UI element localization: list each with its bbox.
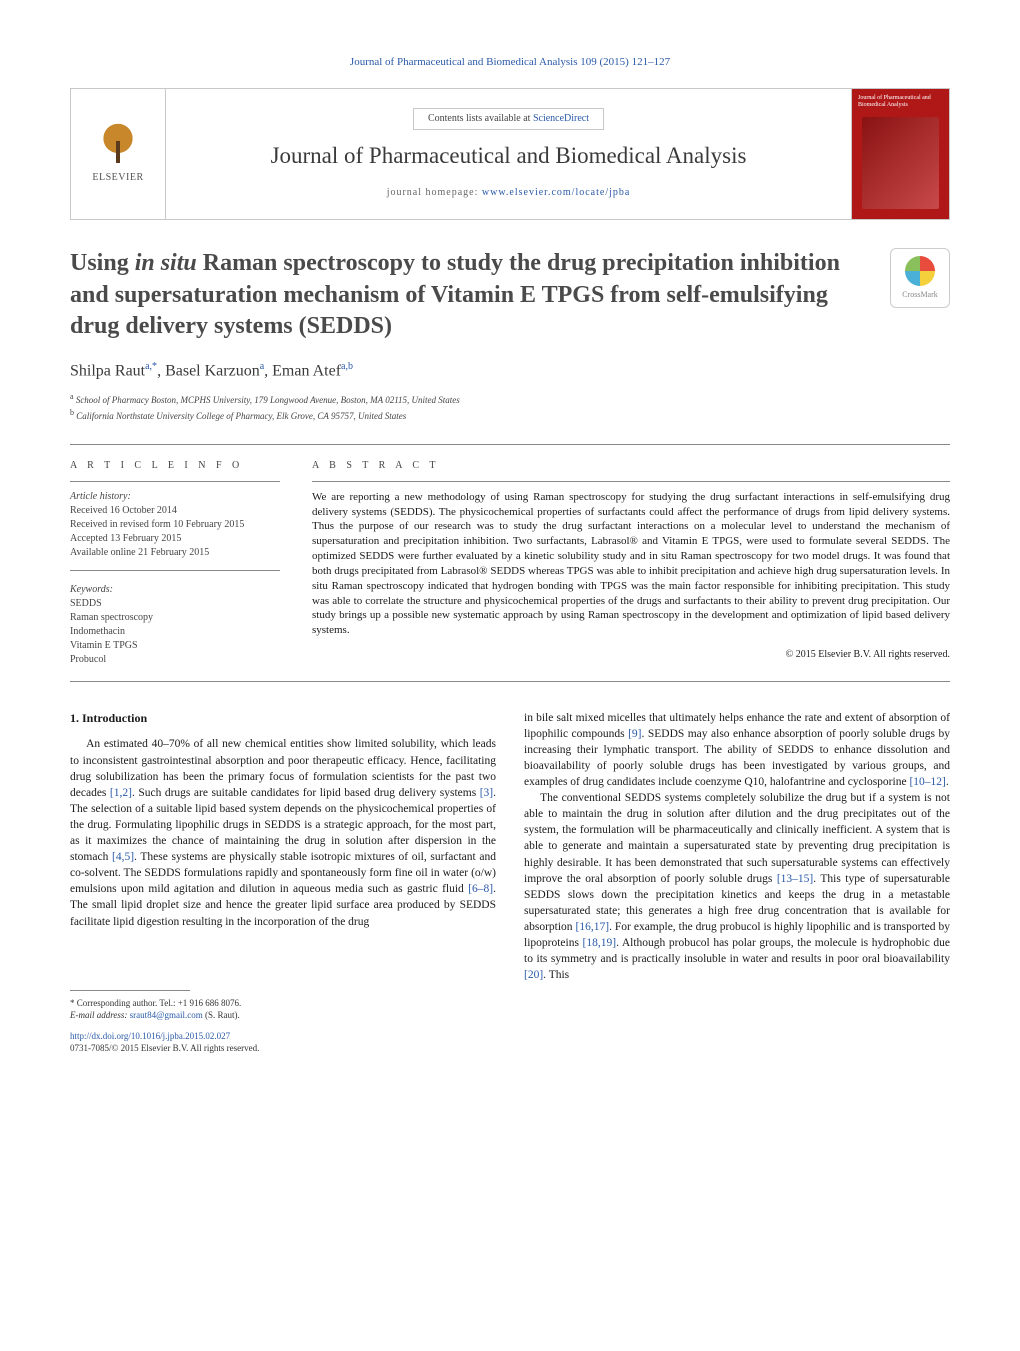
- intro-para-1: An estimated 40–70% of all new chemical …: [70, 736, 496, 929]
- contents-available-line: Contents lists available at ScienceDirec…: [413, 108, 604, 130]
- journal-header: ELSEVIER Contents lists available at Sci…: [70, 88, 950, 220]
- sciencedirect-link[interactable]: ScienceDirect: [533, 113, 589, 124]
- intro-para-2: The conventional SEDDS systems completel…: [524, 790, 950, 983]
- citation-link[interactable]: [10–12]: [909, 776, 945, 788]
- author-3-sup: a,b: [341, 361, 353, 372]
- history-list: Received 16 October 2014 Received in rev…: [70, 504, 280, 560]
- aff-a-text: School of Pharmacy Boston, MCPHS Univers…: [76, 395, 460, 405]
- affiliations: a School of Pharmacy Boston, MCPHS Unive…: [70, 391, 950, 424]
- citation-link[interactable]: [4,5]: [112, 851, 134, 863]
- author-2-sup: a: [260, 361, 264, 372]
- citation-link[interactable]: [20]: [524, 969, 543, 981]
- keyword: Indomethacin: [70, 625, 280, 639]
- elsevier-tree-icon: [96, 123, 140, 167]
- footnote-rule: [70, 990, 190, 991]
- header-center: Contents lists available at ScienceDirec…: [166, 89, 851, 219]
- article-title: Using in situ Raman spectroscopy to stud…: [70, 248, 870, 342]
- contents-prefix: Contents lists available at: [428, 113, 533, 124]
- keyword: SEDDS: [70, 597, 280, 611]
- affiliation-b: b California Northstate University Colle…: [70, 407, 950, 424]
- intro-para-1-continued: in bile salt mixed micelles that ultimat…: [524, 710, 950, 790]
- doi-link[interactable]: http://dx.doi.org/10.1016/j.jpba.2015.02…: [70, 1031, 230, 1041]
- history-item: Available online 21 February 2015: [70, 546, 280, 560]
- journal-cover-image: [862, 117, 939, 210]
- email-note: E-mail address: sraut84@gmail.com (S. Ra…: [70, 1009, 496, 1022]
- text-run: The conventional SEDDS systems completel…: [524, 792, 950, 884]
- text-run: .: [946, 776, 949, 788]
- email-link[interactable]: sraut84@gmail.com: [130, 1010, 203, 1020]
- body-two-column: 1. Introduction An estimated 40–70% of a…: [70, 710, 950, 1055]
- author-1-sup: a,*: [145, 361, 157, 372]
- corresponding-author-note: * Corresponding author. Tel.: +1 916 686…: [70, 997, 496, 1010]
- abstract-copyright: © 2015 Elsevier B.V. All rights reserved…: [312, 648, 950, 662]
- full-separator: [70, 681, 950, 682]
- publisher-name: ELSEVIER: [92, 171, 143, 185]
- citation-link[interactable]: [3]: [480, 787, 493, 799]
- journal-cover-label: Journal of Pharmaceutical and Biomedical…: [858, 95, 943, 108]
- affiliation-a: a School of Pharmacy Boston, MCPHS Unive…: [70, 391, 950, 408]
- abstract-heading: a b s t r a c t: [312, 459, 950, 473]
- author-list: Shilpa Rauta,*, Basel Karzuona, Eman Ate…: [70, 360, 950, 383]
- abstract-rule: [312, 481, 950, 482]
- homepage-prefix: journal homepage:: [387, 187, 482, 198]
- citation-link[interactable]: [6–8]: [468, 883, 493, 895]
- journal-cover-thumb: Journal of Pharmaceutical and Biomedical…: [851, 89, 949, 219]
- separator-rule: [70, 444, 950, 445]
- keywords-list: SEDDS Raman spectroscopy Indomethacin Vi…: [70, 597, 280, 667]
- journal-title: Journal of Pharmaceutical and Biomedical…: [271, 140, 747, 172]
- keyword: Probucol: [70, 653, 280, 667]
- abstract-column: a b s t r a c t We are reporting a new m…: [312, 459, 950, 667]
- aff-b-text: California Northstate University College…: [76, 411, 406, 421]
- email-who: (S. Raut).: [203, 1010, 240, 1020]
- crossmark-icon: [905, 256, 935, 286]
- history-label: Article history:: [70, 490, 280, 504]
- doi-block: http://dx.doi.org/10.1016/j.jpba.2015.02…: [70, 1030, 496, 1055]
- info-rule: [70, 481, 280, 482]
- aff-b-sup: b: [70, 408, 74, 417]
- email-label: E-mail address:: [70, 1010, 127, 1020]
- author-3: Eman Atef: [272, 362, 341, 379]
- history-item: Received 16 October 2014: [70, 504, 280, 518]
- author-2: Basel Karzuon: [165, 362, 260, 379]
- homepage-line: journal homepage: www.elsevier.com/locat…: [387, 186, 631, 200]
- history-item: Accepted 13 February 2015: [70, 532, 280, 546]
- title-pre: Using: [70, 250, 135, 276]
- keyword: Raman spectroscopy: [70, 611, 280, 625]
- citation-link[interactable]: [16,17]: [576, 921, 610, 933]
- text-run: . Such drugs are suitable candidates for…: [132, 787, 480, 799]
- history-item: Received in revised form 10 February 201…: [70, 518, 280, 532]
- section-1-heading: 1. Introduction: [70, 710, 496, 727]
- running-head: Journal of Pharmaceutical and Biomedical…: [70, 55, 950, 70]
- crossmark-badge[interactable]: CrossMark: [890, 248, 950, 308]
- article-info-heading: a r t i c l e i n f o: [70, 459, 280, 473]
- text-run: . These systems are physically stable is…: [70, 851, 496, 895]
- citation-link[interactable]: [1,2]: [110, 787, 132, 799]
- footnotes: * Corresponding author. Tel.: +1 916 686…: [70, 997, 496, 1022]
- publisher-logo: ELSEVIER: [71, 89, 166, 219]
- citation-link[interactable]: [18,19]: [583, 937, 617, 949]
- keywords-label: Keywords:: [70, 583, 280, 597]
- info-rule-2: [70, 570, 280, 571]
- abstract-text: We are reporting a new methodology of us…: [312, 490, 950, 638]
- aff-a-sup: a: [70, 392, 74, 401]
- article-info-column: a r t i c l e i n f o Article history: R…: [70, 459, 280, 667]
- citation-link[interactable]: [9]: [628, 728, 641, 740]
- text-run: . This: [543, 969, 569, 981]
- keyword: Vitamin E TPGS: [70, 639, 280, 653]
- issn-copyright: 0731-7085/© 2015 Elsevier B.V. All right…: [70, 1043, 259, 1053]
- citation-link[interactable]: [13–15]: [777, 873, 813, 885]
- author-1: Shilpa Raut: [70, 362, 145, 379]
- homepage-link[interactable]: www.elsevier.com/locate/jpba: [482, 187, 630, 198]
- title-italic: in situ: [135, 250, 197, 276]
- crossmark-label: CrossMark: [902, 289, 938, 300]
- corr-text: Corresponding author. Tel.: +1 916 686 8…: [77, 998, 242, 1008]
